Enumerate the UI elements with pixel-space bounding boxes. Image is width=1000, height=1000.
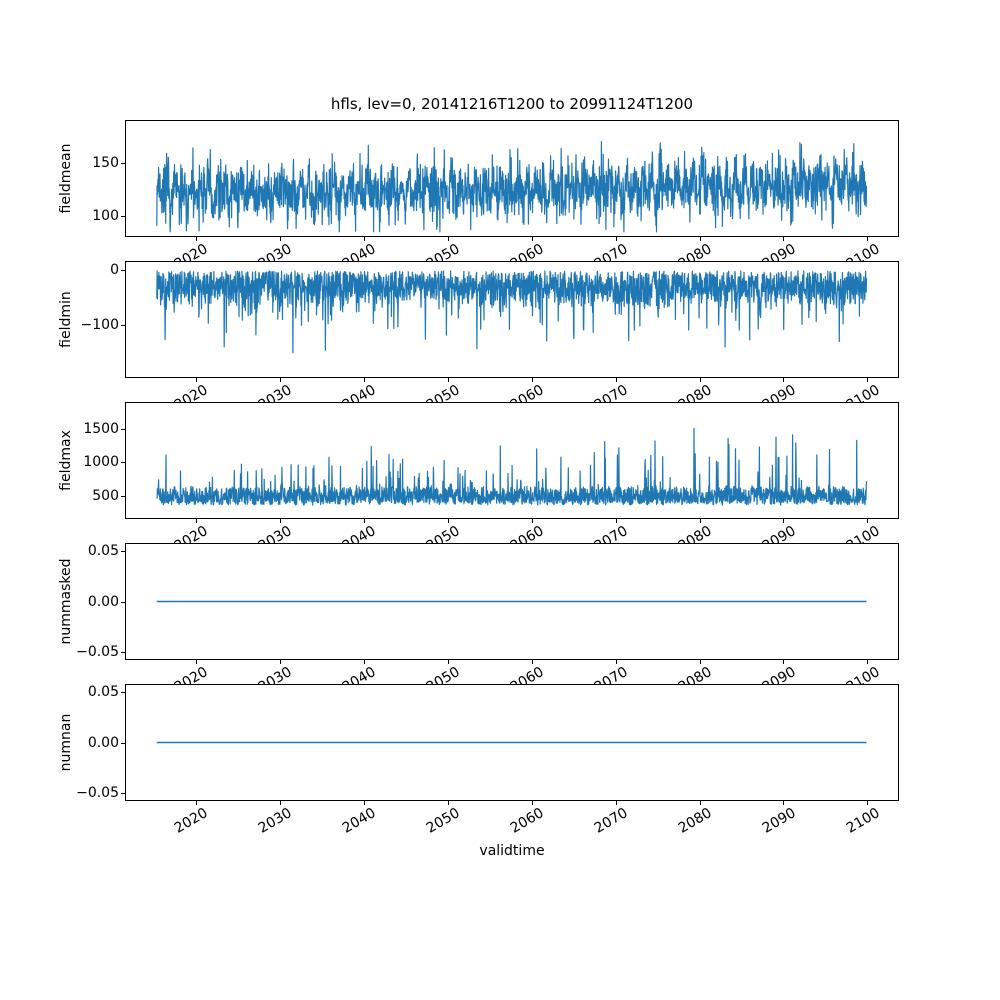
x-tick-mark [447, 660, 449, 664]
series-line-fieldmax [156, 427, 868, 506]
x-tick-mark [867, 237, 869, 241]
x-tick-label: 2060 [507, 805, 547, 837]
x-tick-mark [363, 519, 365, 523]
y-tick-mark [121, 652, 125, 654]
x-tick-mark [195, 237, 197, 241]
y-tick-mark [121, 691, 125, 693]
y-tick-mark [121, 215, 125, 217]
x-tick-mark [279, 801, 281, 805]
y-tick-mark [121, 601, 125, 603]
x-tick-label: 2040 [339, 805, 379, 837]
y-tick-label: −100 [80, 317, 119, 334]
x-tick-mark [699, 237, 701, 241]
x-tick-mark [531, 237, 533, 241]
x-tick-mark [615, 378, 617, 382]
y-tick-mark [121, 462, 125, 464]
x-tick-mark [447, 378, 449, 382]
x-tick-mark [867, 801, 869, 805]
y-tick-label: −0.05 [76, 644, 119, 661]
y-tick-label: 100 [92, 207, 119, 224]
x-tick-mark [867, 660, 869, 664]
y-tick-mark [121, 742, 125, 744]
x-tick-mark [195, 378, 197, 382]
x-axis-title: validtime [479, 843, 545, 859]
x-tick-mark [279, 378, 281, 382]
x-tick-label: 2020 [171, 805, 211, 837]
x-tick-mark [363, 237, 365, 241]
plot-area-nummasked [156, 600, 867, 603]
x-tick-mark [615, 237, 617, 241]
x-tick-mark [279, 237, 281, 241]
x-tick-label: 2050 [423, 805, 463, 837]
x-tick-mark [363, 378, 365, 382]
x-tick-mark [783, 519, 785, 523]
x-tick-mark [699, 801, 701, 805]
x-tick-mark [783, 660, 785, 664]
x-tick-mark [699, 378, 701, 382]
x-tick-mark [615, 660, 617, 664]
x-tick-mark [783, 378, 785, 382]
x-tick-label: 2030 [255, 805, 295, 837]
y-tick-label: 500 [92, 487, 119, 504]
y-tick-label: 0.00 [87, 734, 119, 751]
axes-nummasked [125, 543, 899, 660]
x-tick-mark [867, 519, 869, 523]
y-tick-label: 150 [92, 154, 119, 171]
axes-fieldmin [125, 261, 899, 378]
y-tick-label: 0.00 [87, 593, 119, 610]
y-tick-label: 0.05 [87, 542, 119, 559]
x-tick-mark [615, 801, 617, 805]
y-tick-mark [121, 325, 125, 327]
x-tick-mark [699, 660, 701, 664]
series-line-fieldmin [156, 270, 868, 354]
x-tick-label: 2090 [759, 805, 799, 837]
x-tick-mark [195, 801, 197, 805]
x-tick-mark [531, 519, 533, 523]
y-tick-label: 1500 [83, 420, 119, 437]
x-tick-mark [195, 519, 197, 523]
y-tick-label: 0 [110, 262, 119, 279]
x-tick-mark [783, 237, 785, 241]
axes-fieldmax [125, 402, 899, 519]
plot-area-fieldmean [156, 140, 868, 233]
plot-area-numnan [156, 741, 867, 744]
y-tick-label: −0.05 [76, 785, 119, 802]
x-tick-mark [363, 801, 365, 805]
plot-area-fieldmax [156, 427, 868, 506]
x-tick-mark [447, 519, 449, 523]
x-tick-mark [447, 237, 449, 241]
x-tick-mark [615, 519, 617, 523]
x-tick-mark [279, 519, 281, 523]
x-tick-mark [531, 660, 533, 664]
axes-fieldmean [125, 120, 899, 237]
y-tick-mark [121, 550, 125, 552]
x-tick-label: 2070 [591, 805, 631, 837]
x-tick-mark [447, 801, 449, 805]
y-tick-label: 1000 [83, 454, 119, 471]
x-tick-mark [363, 660, 365, 664]
y-tick-mark [121, 270, 125, 272]
x-tick-mark [195, 660, 197, 664]
y-tick-label: 0.05 [87, 683, 119, 700]
y-tick-mark [121, 162, 125, 164]
plot-area-fieldmin [156, 270, 868, 354]
y-tick-mark [121, 793, 125, 795]
y-tick-mark [121, 495, 125, 497]
x-tick-mark [867, 378, 869, 382]
x-tick-mark [531, 378, 533, 382]
x-tick-mark [699, 519, 701, 523]
x-tick-label: 2080 [675, 805, 715, 837]
x-tick-mark [531, 801, 533, 805]
x-tick-mark [279, 660, 281, 664]
chart-title: hfls, lev=0, 20141216T1200 to 20991124T1… [330, 95, 694, 113]
axes-numnan [125, 684, 899, 801]
x-tick-mark [783, 801, 785, 805]
x-tick-label: 2100 [843, 805, 883, 837]
series-line-fieldmean [156, 140, 868, 233]
y-tick-mark [121, 428, 125, 430]
